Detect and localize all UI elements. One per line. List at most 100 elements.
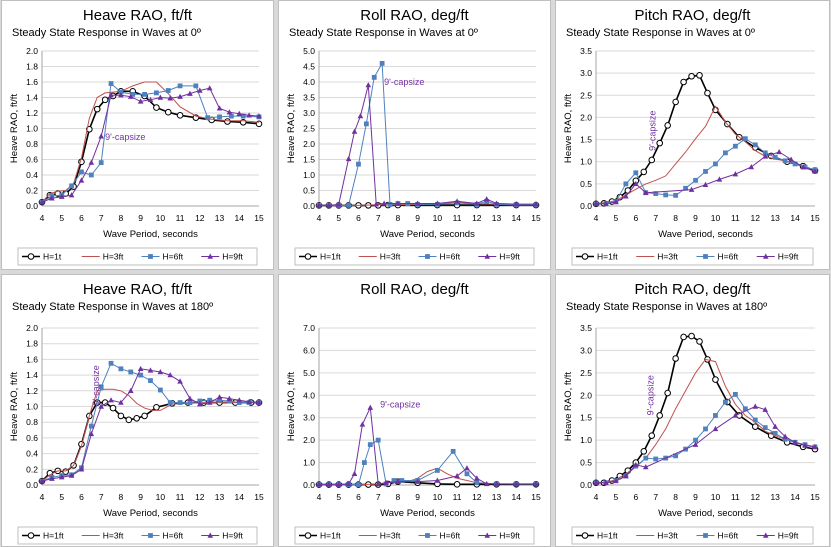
data-point bbox=[356, 161, 361, 167]
data-point bbox=[127, 93, 134, 99]
data-point bbox=[88, 159, 95, 165]
x-tick-label: 12 bbox=[472, 492, 482, 502]
legend-label: H=1t bbox=[43, 252, 62, 262]
series-line bbox=[319, 467, 536, 486]
data-point bbox=[197, 401, 203, 407]
chart-panel-roll-180: Roll RAO, deg/ft 0.0 1.0 2.0 3.0 4.0 5.0 6.0 7.0… bbox=[278, 274, 551, 547]
data-point bbox=[656, 139, 664, 147]
x-tick-label: 8 bbox=[119, 492, 124, 502]
legend-swatch-marker bbox=[425, 533, 430, 538]
x-tick-label: 7 bbox=[99, 213, 104, 223]
data-point bbox=[88, 172, 94, 178]
data-point bbox=[454, 473, 460, 479]
chart-title: Pitch RAO, deg/ft bbox=[635, 7, 752, 24]
data-point bbox=[812, 443, 818, 450]
data-point bbox=[782, 436, 788, 442]
legend-label: H=6ft bbox=[440, 252, 461, 262]
data-point bbox=[782, 433, 788, 439]
data-point bbox=[226, 109, 233, 115]
x-tick-label: 11 bbox=[176, 213, 185, 223]
legend-label: H=6ft bbox=[163, 252, 184, 262]
chart-pitch-180: Pitch RAO, deg/ft Steady State Response i… bbox=[563, 281, 820, 545]
chart-heave-180: Heave RAO, ft/ft Steady State Response in… bbox=[9, 281, 264, 545]
data-point bbox=[118, 366, 124, 372]
data-point bbox=[648, 432, 656, 439]
chart-subtitle: Steady State Response in Waves at 0º bbox=[12, 27, 201, 39]
legend-entry: H=3ft bbox=[358, 252, 401, 262]
x-tick-label: 12 bbox=[751, 213, 761, 223]
x-tick-label: 15 bbox=[531, 213, 541, 223]
y-tick-label: 1.4 bbox=[26, 93, 38, 103]
data-point bbox=[713, 413, 718, 418]
data-point bbox=[109, 404, 117, 412]
y-axis-label: Heave RAO, ft/ft bbox=[9, 372, 20, 442]
legend-swatch-marker bbox=[207, 532, 214, 538]
y-tick-label: 0.4 bbox=[26, 449, 38, 459]
legend-swatch-marker bbox=[148, 254, 153, 259]
x-tick-label: 7 bbox=[376, 213, 381, 223]
data-point bbox=[672, 355, 679, 362]
chart-title: Heave RAO, ft/ft bbox=[83, 7, 193, 24]
data-point bbox=[157, 94, 164, 100]
legend-entry: H=1ft bbox=[22, 531, 64, 541]
data-point bbox=[776, 148, 782, 155]
x-tick-label: 14 bbox=[235, 213, 245, 223]
data-point bbox=[206, 85, 213, 91]
data-point bbox=[391, 478, 397, 483]
data-point bbox=[613, 199, 619, 205]
y-tick-label: 1.8 bbox=[26, 62, 38, 72]
x-tick-label: 8 bbox=[673, 492, 678, 502]
y-tick-label: 0.8 bbox=[26, 139, 38, 149]
x-tick-label: 11 bbox=[176, 492, 185, 502]
data-point bbox=[357, 113, 364, 119]
data-point bbox=[752, 403, 759, 409]
capsize-annotation: 9'-capsize bbox=[91, 365, 101, 405]
y-tick-label: 1.6 bbox=[26, 77, 38, 87]
x-tick-label: 4 bbox=[40, 213, 45, 223]
x-tick-label: 6 bbox=[633, 492, 638, 502]
data-point bbox=[656, 412, 664, 419]
x-tick-label: 4 bbox=[317, 492, 322, 502]
data-point bbox=[464, 471, 470, 477]
y-tick-label: 0.5 bbox=[580, 458, 592, 468]
data-point bbox=[356, 482, 361, 487]
data-point bbox=[693, 437, 698, 443]
x-tick-label: 8 bbox=[119, 213, 124, 223]
data-point bbox=[762, 425, 768, 430]
data-point bbox=[712, 425, 719, 432]
data-point bbox=[640, 448, 648, 455]
data-point bbox=[688, 332, 695, 340]
legend-entry: H=9ft bbox=[478, 531, 520, 541]
x-axis-label: Wave Period, seconds bbox=[380, 229, 475, 240]
data-point bbox=[464, 465, 470, 471]
series-h-6ft bbox=[316, 61, 539, 208]
legend-label: H=6ft bbox=[718, 531, 739, 541]
data-point bbox=[193, 83, 199, 89]
data-point bbox=[663, 192, 669, 198]
y-tick-label: 2.0 bbox=[26, 323, 38, 333]
x-tick-label: 5 bbox=[614, 213, 619, 223]
legend-entry: H=6ft bbox=[696, 252, 739, 262]
y-tick-label: 6.0 bbox=[303, 345, 315, 355]
legend-entry: H=9ft bbox=[756, 531, 799, 541]
y-tick-label: 1.0 bbox=[303, 170, 315, 180]
legend-label: H=3ft bbox=[103, 531, 124, 541]
series-h-9ft bbox=[593, 148, 818, 206]
data-point bbox=[653, 456, 659, 462]
legend-label: H=3ft bbox=[103, 252, 124, 262]
x-axis-label: Wave Period, seconds bbox=[658, 508, 753, 519]
data-point bbox=[483, 480, 490, 487]
data-point bbox=[732, 143, 738, 149]
data-point bbox=[723, 150, 728, 156]
x-tick-label: 7 bbox=[653, 213, 658, 223]
x-tick-label: 11 bbox=[453, 492, 462, 502]
data-point bbox=[483, 196, 490, 202]
x-tick-label: 6 bbox=[356, 492, 361, 502]
y-tick-label: 0.0 bbox=[26, 201, 38, 211]
data-point bbox=[217, 114, 222, 120]
legend-entry: H=6ft bbox=[141, 531, 184, 541]
data-point bbox=[206, 399, 213, 405]
y-tick-label: 0.4 bbox=[26, 170, 38, 180]
x-tick-label: 5 bbox=[336, 213, 341, 223]
data-point bbox=[98, 384, 104, 390]
